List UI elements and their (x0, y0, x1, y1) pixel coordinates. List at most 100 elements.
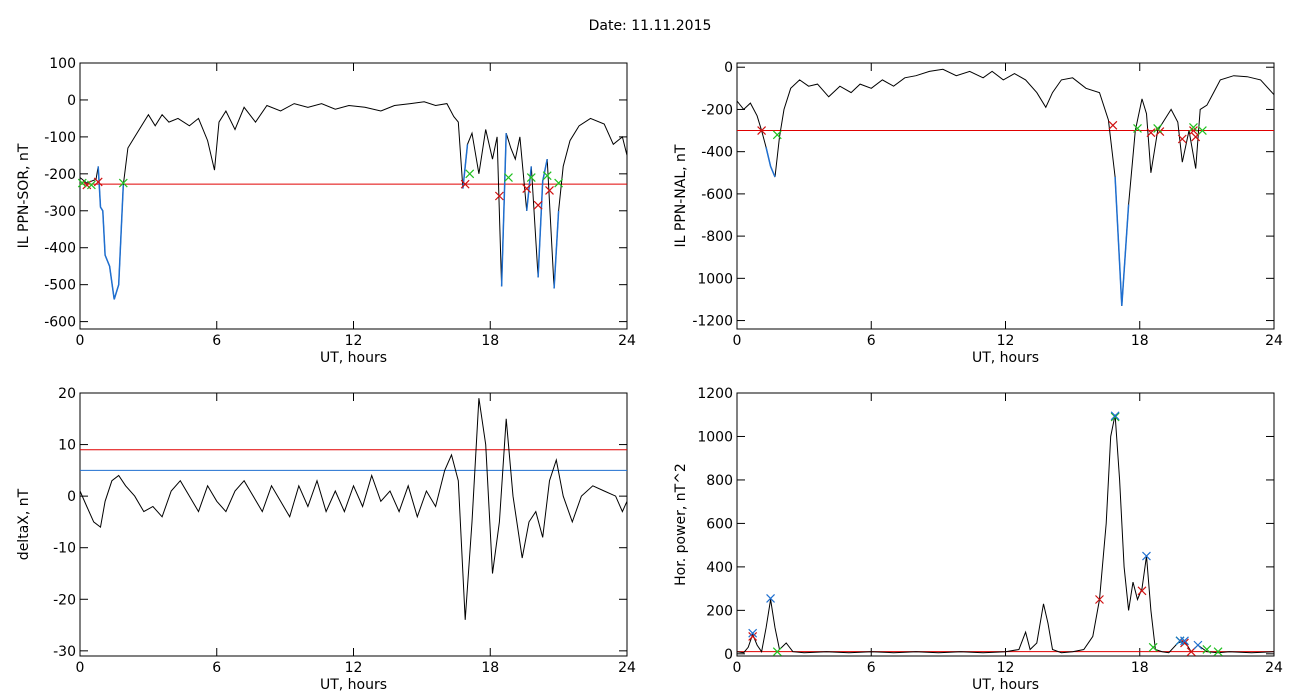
red-cross-marker (533, 200, 543, 210)
y-tick-label: -100 (44, 130, 76, 146)
red-cross-marker (460, 179, 470, 189)
x-tick-label: 6 (212, 660, 221, 676)
green-cross-marker (526, 173, 536, 182)
red-cross-marker (1177, 134, 1187, 144)
x-tick-label: 24 (1265, 333, 1283, 349)
blue-cross-marker (1142, 551, 1151, 561)
green-cross-marker (118, 178, 128, 188)
red-cross-marker (748, 632, 758, 641)
y-tick-label: 0 (67, 93, 76, 109)
x-tick-label: 12 (997, 660, 1015, 676)
y-tick-label: 200 (706, 603, 733, 619)
x-axis-label: UT, hours (972, 350, 1039, 366)
y-tick-label: 1200 (697, 386, 733, 402)
y-tick-label: 1000 (697, 429, 733, 445)
red-cross-marker (1189, 126, 1198, 135)
red-cross-marker (93, 177, 103, 187)
green-cross-marker (1148, 642, 1158, 652)
green-cross-marker (1202, 645, 1212, 654)
y-tick-label: -600 (44, 315, 76, 331)
x-tick-label: 18 (1131, 660, 1149, 676)
y-axis-label: deltaX, nT (16, 488, 32, 560)
x-tick-label: 6 (867, 333, 876, 349)
y-axis-label: IL PPN-SOR, nT (16, 143, 32, 248)
x-tick-label: 0 (733, 660, 742, 676)
highlight-segment (765, 147, 776, 178)
y-tick-label: -800 (701, 229, 733, 245)
red-cross-marker (494, 191, 504, 201)
red-cross-marker (1108, 120, 1118, 130)
y-tick-label: 0 (724, 647, 733, 663)
y-tick-label: 400 (706, 560, 733, 576)
x-tick-label: 0 (733, 333, 742, 349)
x-axis-label: UT, hours (320, 350, 387, 366)
highlight-segment (553, 210, 560, 289)
plot-frame (736, 62, 1275, 330)
y-tick-label: -30 (53, 644, 76, 660)
page-title: Date: 11.11.2015 (588, 18, 712, 34)
green-cross-marker (542, 171, 552, 181)
series-line (80, 101, 627, 300)
green-cross-marker (465, 169, 475, 179)
x-tick-label: 0 (76, 333, 85, 349)
green-cross-marker (1197, 126, 1207, 135)
plot-frame (79, 62, 628, 330)
y-tick-label: -200 (44, 167, 76, 183)
highlight-segment (462, 144, 469, 189)
y-tick-label: -20 (53, 592, 76, 608)
green-cross-marker (504, 173, 513, 182)
y-tick-label: -600 (701, 187, 733, 203)
red-cross-marker (522, 184, 532, 194)
blue-cross-marker (1193, 640, 1203, 650)
plot-frame (736, 392, 1275, 657)
blue-cross-marker (766, 593, 775, 603)
chart-1: 0 6 12 18 24 UT, hours 100 0 -100 -200 -300 -400 -50… (16, 56, 636, 366)
chart-2: 0 6 12 18 24 UT, hours 0 -200 -400 -600 -800 1000 -1… (673, 60, 1283, 366)
blue-cross-marker (1110, 411, 1120, 421)
x-tick-label: 12 (345, 660, 363, 676)
series-line (737, 68, 1274, 306)
series-line (737, 414, 1274, 654)
x-axis-label: UT, hours (972, 677, 1039, 693)
red-cross-marker (1095, 595, 1104, 604)
green-cross-marker (1213, 647, 1223, 657)
x-axis-label: UT, hours (320, 677, 387, 693)
y-tick-label: -500 (44, 278, 76, 294)
highlight-segment (525, 166, 533, 211)
green-cross-marker (1189, 122, 1198, 132)
x-tick-label: 24 (618, 660, 636, 676)
y-tick-label: 800 (706, 473, 733, 489)
x-tick-label: 6 (212, 333, 221, 349)
highlight-segment (537, 158, 548, 278)
blue-cross-marker (1180, 636, 1189, 646)
green-cross-marker (86, 180, 96, 190)
red-cross-marker (1146, 128, 1156, 138)
x-tick-label: 0 (76, 660, 85, 676)
green-cross-marker (1110, 412, 1120, 422)
x-tick-label: 12 (345, 333, 363, 349)
green-cross-marker (772, 647, 782, 657)
red-cross-marker (1137, 586, 1147, 596)
y-tick-label: -1200 (692, 314, 733, 330)
y-tick-label: 600 (706, 516, 733, 532)
y-axis-label: Hor. power, nT^2 (673, 463, 689, 586)
chart-3: 0 6 12 18 24 UT, hours 20 10 0 -10 -20 -30 deltaX, n… (16, 386, 636, 693)
y-tick-label: 100 (49, 56, 76, 72)
x-tick-label: 6 (867, 660, 876, 676)
blue-cross-marker (1175, 636, 1185, 646)
y-tick-label: -10 (53, 541, 76, 557)
x-tick-label: 18 (481, 333, 499, 349)
y-tick-label: 10 (58, 438, 76, 454)
x-tick-label: 12 (997, 333, 1015, 349)
series-line (80, 398, 627, 620)
y-tick-label: 0 (724, 60, 733, 76)
plot-frame (79, 392, 628, 657)
red-cross-marker (545, 186, 554, 195)
x-tick-label: 24 (618, 333, 636, 349)
red-cross-marker (757, 126, 767, 135)
highlight-segment (97, 166, 125, 300)
y-tick-label: -400 (44, 241, 76, 257)
chart-4: 0 6 12 18 24 UT, hours 1200 1000 800 600 400 200 0 Ho… (673, 386, 1283, 693)
x-tick-label: 18 (481, 660, 499, 676)
